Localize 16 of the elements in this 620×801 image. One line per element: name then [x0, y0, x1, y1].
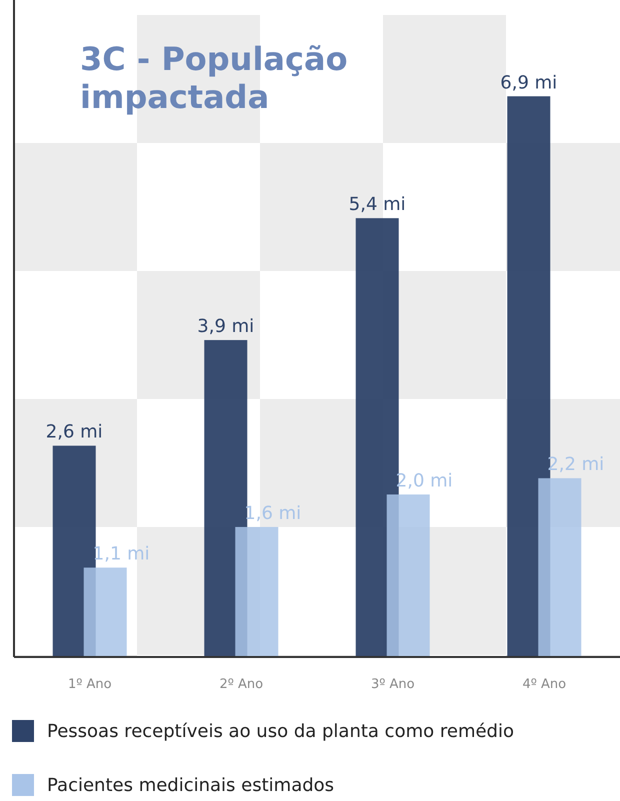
x-tick-label: 2º Ano — [219, 677, 264, 692]
bar — [507, 96, 550, 657]
bar — [538, 478, 582, 657]
legend-label: Pacientes medicinais estimados — [47, 775, 334, 796]
bar — [84, 568, 127, 657]
data-label: 3,9 mi — [197, 316, 254, 338]
legend-label: Pessoas receptíveis ao uso da planta como remédio — [47, 721, 514, 742]
bar — [386, 494, 430, 657]
data-label: 5,4 mi — [348, 194, 406, 216]
x-tick-label: 1º Ano — [68, 677, 112, 692]
data-label: 2,6 mi — [46, 422, 103, 443]
data-label: 6,9 mi — [500, 72, 558, 94]
bar — [235, 526, 278, 657]
text: 3C - População impactada — [80, 40, 348, 116]
x-tick-label: 4º Ano — [522, 677, 566, 692]
x-tick-label: 3º Ano — [370, 677, 415, 692]
